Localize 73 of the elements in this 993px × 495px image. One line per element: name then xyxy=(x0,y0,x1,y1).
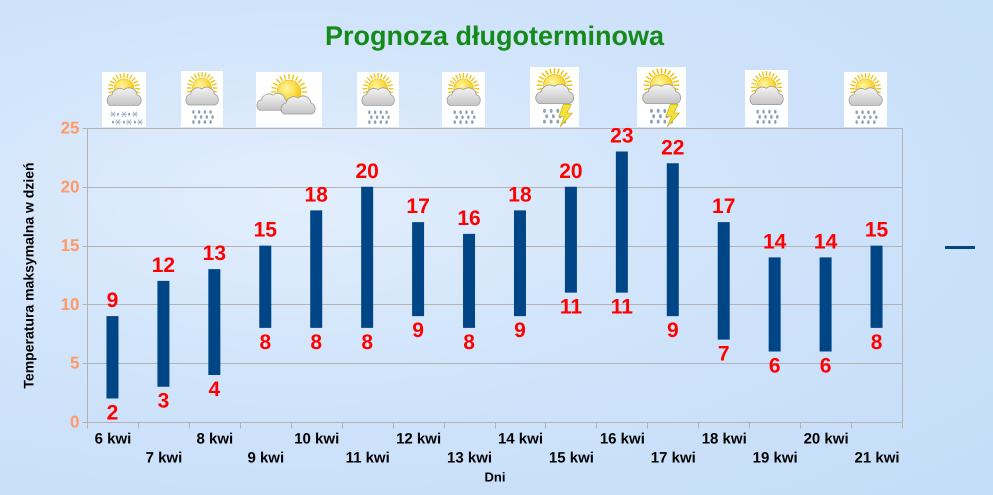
annotation: 11 xyxy=(560,296,582,319)
x-tick-label: 17 kwi xyxy=(650,450,696,466)
annotation: 8 xyxy=(463,330,476,354)
data-label: 14 xyxy=(762,230,787,254)
data-label: 16 xyxy=(457,206,481,230)
data-label: 23 xyxy=(610,124,634,148)
bar xyxy=(310,210,322,328)
annotation: 6 xyxy=(768,354,780,378)
y-tick-label: 10 xyxy=(60,294,80,314)
data-label: 15 xyxy=(864,218,889,242)
annotation: 3 xyxy=(158,390,170,413)
x-tick-label: 7 kwi xyxy=(146,450,182,466)
x-tick-label: 13 kwi xyxy=(447,450,492,466)
annotation: 6 xyxy=(820,354,832,378)
bar xyxy=(106,316,118,398)
annotation: 9 xyxy=(666,319,679,342)
bar xyxy=(208,269,220,375)
bar xyxy=(157,280,170,387)
x-tick-label: 20 kwi xyxy=(804,430,849,448)
x-tick-label: 21 kwi xyxy=(854,450,900,466)
data-label: 22 xyxy=(661,136,684,160)
bar xyxy=(768,257,781,352)
x-tick-label: 19 kwi xyxy=(752,450,798,466)
data-label: 18 xyxy=(304,183,328,206)
annotation: 8 xyxy=(259,330,272,354)
annotation: 11 xyxy=(610,296,634,319)
y-axis-title: Temperatura maksymalna w dzień xyxy=(20,162,37,389)
y-tick-label: 25 xyxy=(60,118,80,138)
x-tick-label: 6 kwi xyxy=(94,430,132,448)
annotation: 9 xyxy=(514,319,526,342)
x-tick-label: 18 kwi xyxy=(702,430,747,448)
y-tick-label: 20 xyxy=(60,177,80,196)
data-label: 18 xyxy=(508,183,532,206)
annotation: 4 xyxy=(208,378,220,401)
x-tick-label: 10 kwi xyxy=(294,430,340,448)
data-label: 15 xyxy=(254,218,278,242)
annotation: 7 xyxy=(718,342,730,366)
data-label: 17 xyxy=(712,195,736,218)
annotation: 8 xyxy=(310,330,322,354)
bar xyxy=(718,222,730,340)
x-tick-label: 9 kwi xyxy=(247,450,284,466)
bar xyxy=(616,152,628,293)
data-label: 9 xyxy=(106,289,118,312)
x-tick-label: 11 kwi xyxy=(346,450,390,466)
data-label: 17 xyxy=(406,195,430,218)
annotation: 2 xyxy=(106,401,118,424)
data-label: 20 xyxy=(355,160,379,183)
x-axis-title: Dni xyxy=(484,470,506,484)
x-tick-label: 14 kwi xyxy=(498,430,543,448)
bar xyxy=(463,234,476,328)
data-label: 12 xyxy=(152,254,176,277)
bar xyxy=(259,246,272,328)
x-tick-label: 16 kwi xyxy=(600,430,645,448)
y-tick-label: 0 xyxy=(70,412,80,432)
x-tick-label: 12 kwi xyxy=(396,430,442,448)
bar xyxy=(514,210,526,316)
bar xyxy=(412,222,424,316)
x-tick-label: 8 kwi xyxy=(196,430,234,448)
annotation: 9 xyxy=(412,319,424,342)
chart-title: Prognoza długoterminowa xyxy=(324,21,665,51)
bar xyxy=(564,186,577,293)
x-tick-label: 15 kwi xyxy=(548,450,594,466)
bar xyxy=(666,163,679,316)
annotation: 8 xyxy=(870,330,883,354)
y-tick-label: 5 xyxy=(70,354,80,373)
y-tick-label: 15 xyxy=(60,236,80,256)
bar xyxy=(361,186,374,328)
data-label: 13 xyxy=(202,242,226,266)
data-label: 20 xyxy=(559,160,583,183)
annotation: 8 xyxy=(361,330,374,354)
data-label: 14 xyxy=(814,230,838,254)
bar xyxy=(820,257,832,352)
bar xyxy=(870,246,883,328)
